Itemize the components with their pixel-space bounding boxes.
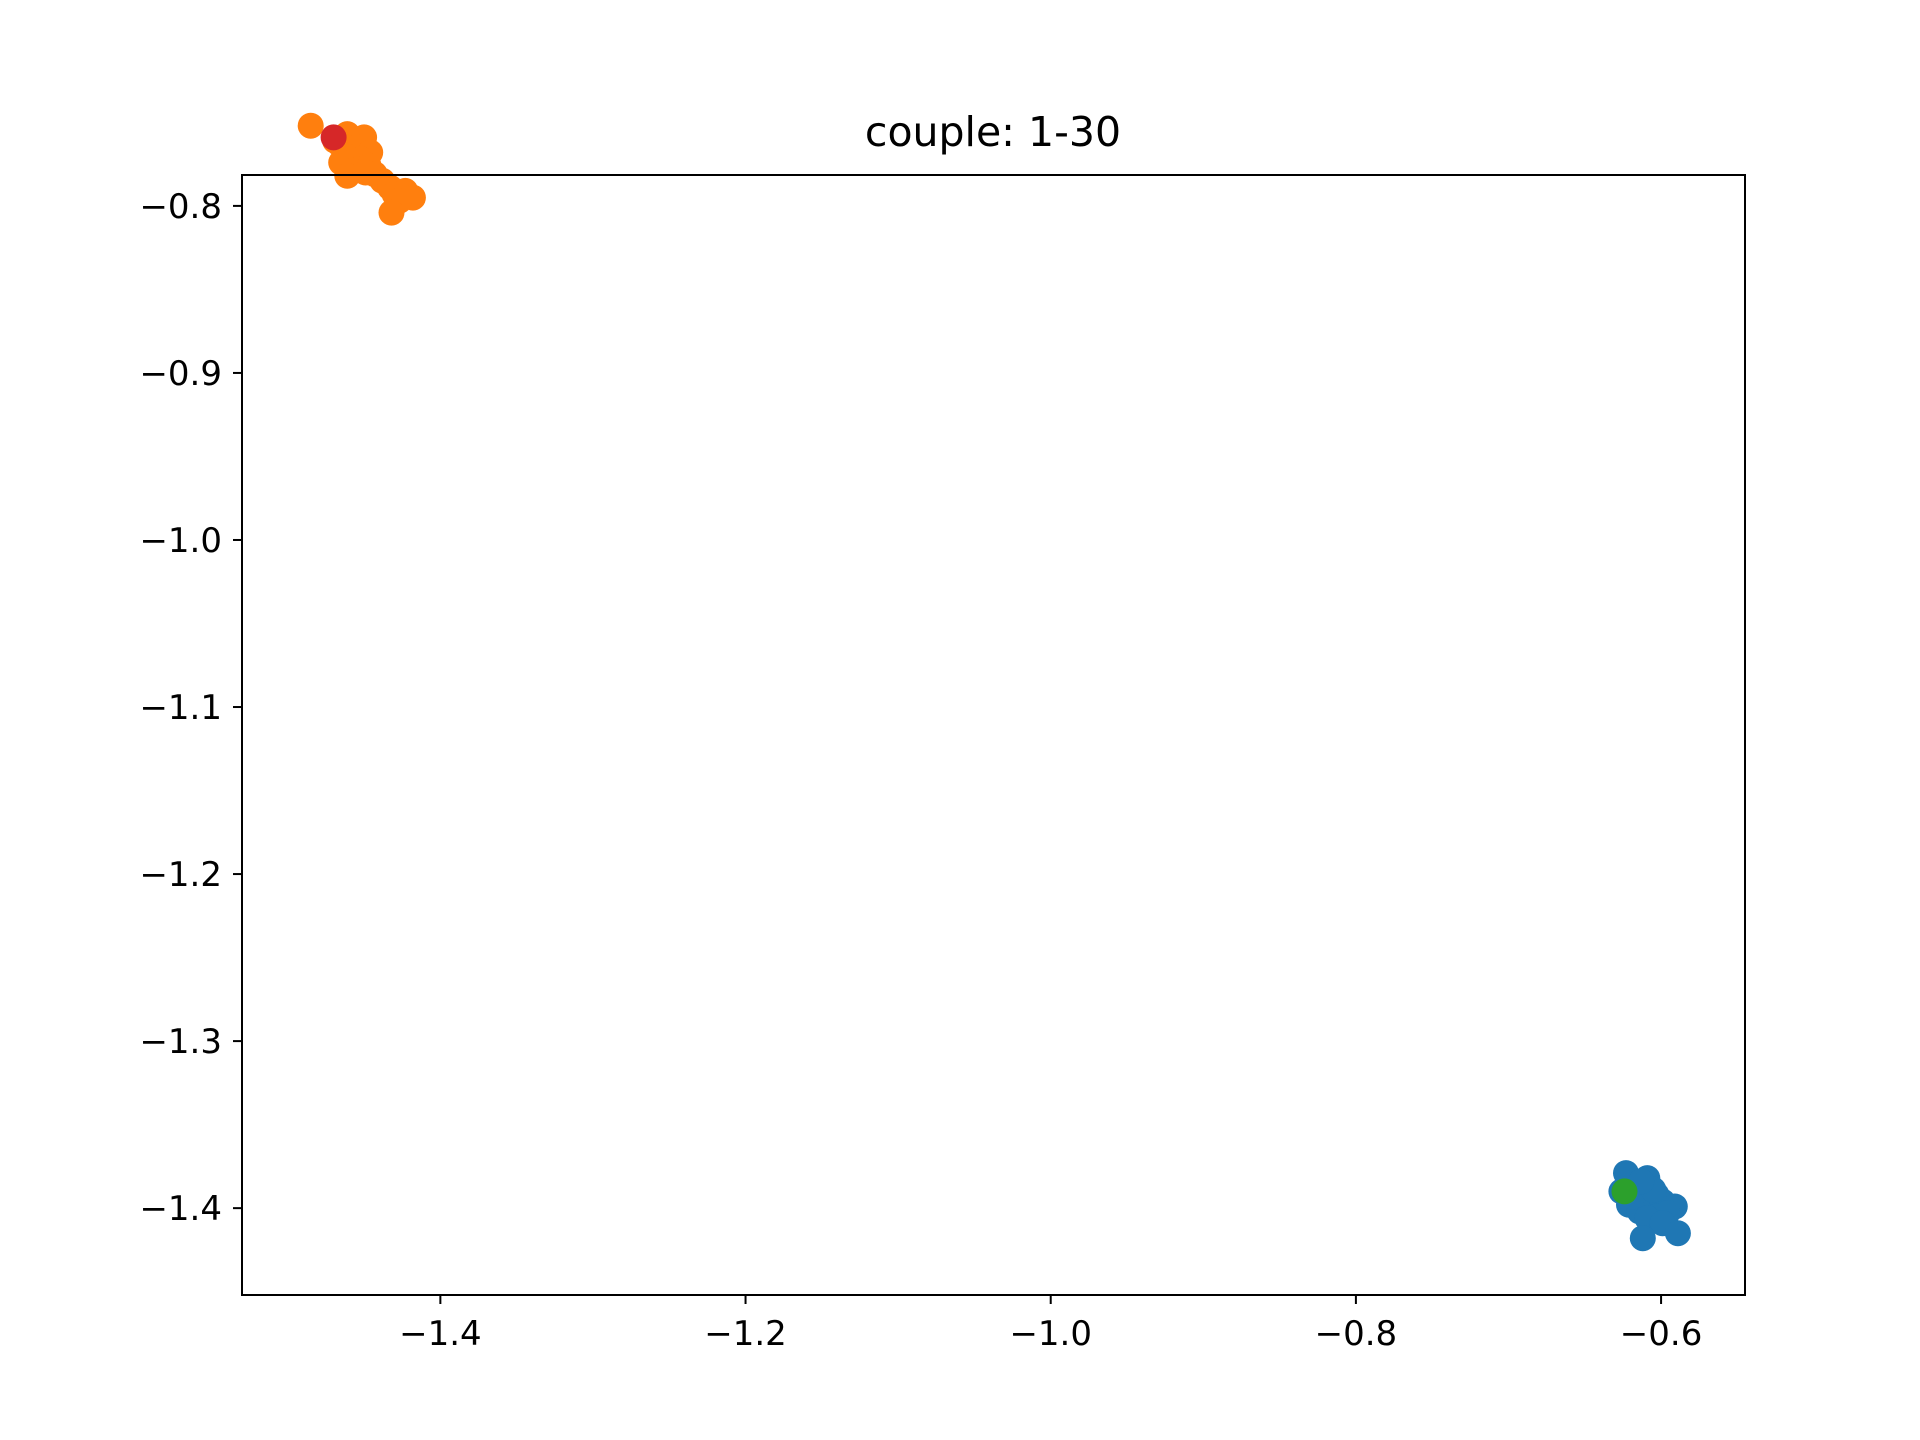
x-tick-label-3: −0.8 (1315, 1314, 1398, 1354)
x-tick-label-0: −1.4 (399, 1314, 482, 1354)
x-tick-label-2: −1.0 (1009, 1314, 1092, 1354)
chart-title: couple: 1-30 (865, 108, 1121, 156)
scatter-point-s1-0 (297, 112, 324, 139)
scatter-point-s1-20 (378, 199, 405, 226)
plot-points (297, 112, 1691, 1252)
scatter-point-s0-16 (1629, 1225, 1656, 1252)
scatter-point-s2-0 (320, 124, 347, 151)
y-tick-label-0: −0.8 (139, 187, 222, 227)
y-tick-label-5: −1.3 (139, 1022, 222, 1062)
x-tick-label-4: −0.6 (1620, 1314, 1703, 1354)
y-tick-label-3: −1.1 (139, 688, 222, 728)
x-axis-ticks: −1.4 −1.2 −1.0 −0.8 −0.6 (399, 1295, 1702, 1354)
scatter-point-s3-0 (1611, 1178, 1638, 1205)
x-tick-label-1: −1.2 (704, 1314, 787, 1354)
y-tick-label-1: −0.9 (139, 354, 222, 394)
y-tick-label-4: −1.2 (139, 855, 222, 895)
plot-frame (241, 174, 1746, 1296)
y-tick-label-2: −1.0 (139, 521, 222, 561)
y-axis-ticks: −0.8 −0.9 −1.0 −1.1 −1.2 −1.3 −1.4 (139, 187, 242, 1229)
y-tick-label-6: −1.4 (139, 1189, 222, 1229)
scatter-point-s0-15 (1664, 1220, 1691, 1247)
